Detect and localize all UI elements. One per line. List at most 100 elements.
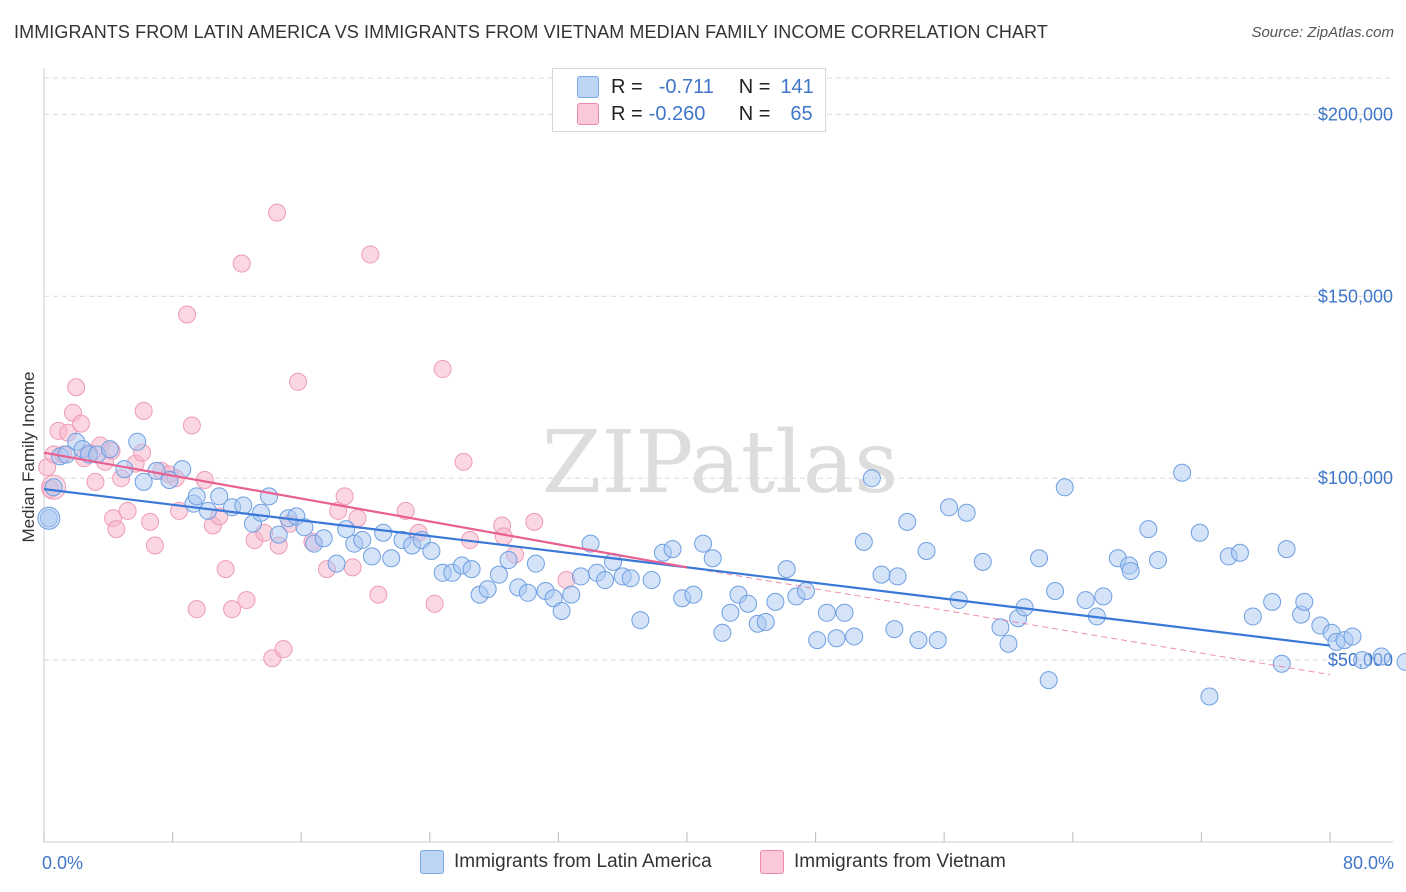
latin-america-point bbox=[854, 532, 873, 551]
latin-america-point bbox=[581, 534, 600, 553]
latin-america-point bbox=[1190, 523, 1209, 542]
latin-america-point bbox=[940, 498, 959, 517]
latin-america-point bbox=[1295, 592, 1314, 611]
latin-america-point bbox=[777, 560, 796, 579]
vietnam-point bbox=[187, 600, 206, 619]
vietnam-point bbox=[232, 254, 251, 273]
latin-america-point bbox=[518, 583, 537, 602]
latin-america-point bbox=[295, 518, 314, 537]
legend-row-latin-america: R = -0.711 N = 141 bbox=[577, 75, 814, 99]
latin-america-points bbox=[37, 432, 1406, 706]
correlation-legend: R = -0.711 N = 141 R = -0.260 N = 65 bbox=[552, 68, 826, 132]
latin-america-point bbox=[817, 603, 836, 622]
latin-america-point bbox=[973, 552, 992, 571]
latin-america-point bbox=[631, 611, 650, 630]
vietnam-point bbox=[237, 591, 256, 610]
latin-america-point bbox=[1272, 654, 1291, 673]
series-legend: Immigrants from Latin America Immigrants… bbox=[0, 850, 1406, 878]
vietnam-point bbox=[141, 512, 160, 531]
latin-america-point bbox=[128, 432, 147, 451]
latin-america-point bbox=[739, 594, 758, 613]
latin-america-point bbox=[999, 634, 1018, 653]
vietnam-point bbox=[67, 378, 86, 397]
vietnam-point bbox=[433, 360, 452, 379]
source-credit: Source: ZipAtlas.com bbox=[1251, 24, 1394, 41]
vietnam-point bbox=[71, 414, 90, 433]
vietnam-point bbox=[145, 536, 164, 555]
latin-america-point bbox=[1039, 671, 1058, 690]
vietnam-point bbox=[288, 372, 307, 391]
latin-america-point bbox=[269, 525, 288, 544]
latin-america-point bbox=[462, 560, 481, 579]
latin-america-point bbox=[37, 506, 61, 530]
latin-america-point bbox=[210, 487, 229, 506]
latin-america-point bbox=[327, 554, 346, 573]
vietnam-point bbox=[454, 452, 473, 471]
vietnam-trend-line bbox=[43, 451, 688, 569]
vietnam-point bbox=[118, 501, 137, 520]
vietnam-point bbox=[343, 558, 362, 577]
latin-america-point bbox=[187, 487, 206, 506]
latin-america-point bbox=[1243, 607, 1262, 626]
r-value: -0.260 bbox=[648, 102, 706, 125]
legend-item-latin-america: Immigrants from Latin America bbox=[420, 850, 712, 874]
latin-america-point bbox=[898, 512, 917, 531]
vietnam-point bbox=[396, 501, 415, 520]
latin-america-point bbox=[1030, 549, 1049, 568]
latin-america-point bbox=[835, 603, 854, 622]
latin-america-point bbox=[909, 631, 928, 650]
vietnam-point bbox=[425, 594, 444, 613]
latin-america-point bbox=[499, 551, 518, 570]
legend-swatch-blue bbox=[420, 850, 444, 874]
vietnam-point bbox=[86, 472, 105, 491]
latin-america-point bbox=[663, 540, 682, 559]
latin-america-point bbox=[872, 565, 891, 584]
n-value: 65 bbox=[790, 102, 813, 125]
vietnam-point bbox=[182, 416, 201, 435]
latin-america-point bbox=[260, 487, 279, 506]
latin-america-point bbox=[252, 503, 271, 522]
latin-america-point bbox=[1173, 463, 1192, 482]
latin-america-point bbox=[1139, 520, 1158, 539]
latin-america-point bbox=[862, 469, 881, 488]
y-tick-label: $200,000 bbox=[1318, 104, 1393, 124]
latin-america-point bbox=[713, 623, 732, 642]
latin-america-point bbox=[362, 547, 381, 566]
latin-america-point bbox=[353, 531, 372, 550]
axis-layer: $50,000$100,000$150,000$200,000 bbox=[43, 68, 1393, 843]
latin-america-point bbox=[621, 569, 640, 588]
latin-america-point bbox=[1372, 647, 1391, 666]
vietnam-point bbox=[525, 512, 544, 531]
latin-america-point bbox=[957, 503, 976, 522]
legend-swatch-pink bbox=[577, 103, 599, 125]
latin-america-point bbox=[808, 631, 827, 650]
r-label: R = bbox=[611, 102, 643, 125]
vietnam-point bbox=[268, 203, 287, 222]
vietnam-points bbox=[38, 203, 576, 668]
y-axis-title: Median Family Income bbox=[19, 371, 38, 542]
r-label: R = bbox=[611, 75, 643, 98]
latin-america-point bbox=[1200, 687, 1219, 706]
latin-america-point bbox=[1055, 478, 1074, 497]
latin-america-point bbox=[1396, 652, 1406, 671]
latin-america-point bbox=[756, 612, 775, 631]
latin-america-point bbox=[928, 631, 947, 650]
latin-america-point bbox=[314, 529, 333, 548]
latin-america-point bbox=[1121, 561, 1140, 580]
r-value: -0.711 bbox=[658, 75, 714, 98]
vietnam-point bbox=[274, 640, 293, 659]
latin-america-point bbox=[885, 620, 904, 639]
n-label: N = bbox=[738, 75, 771, 98]
legend-swatch-pink bbox=[760, 850, 784, 874]
n-value: 141 bbox=[780, 75, 814, 98]
latin-america-point bbox=[642, 571, 661, 590]
latin-america-point bbox=[827, 629, 846, 648]
latin-america-point bbox=[596, 571, 615, 590]
latin-america-point bbox=[552, 601, 571, 620]
n-label: N = bbox=[738, 102, 771, 125]
latin-america-point bbox=[1277, 540, 1296, 559]
latin-america-point bbox=[684, 585, 703, 604]
vietnam-point bbox=[223, 600, 242, 619]
vietnam-point bbox=[216, 560, 235, 579]
